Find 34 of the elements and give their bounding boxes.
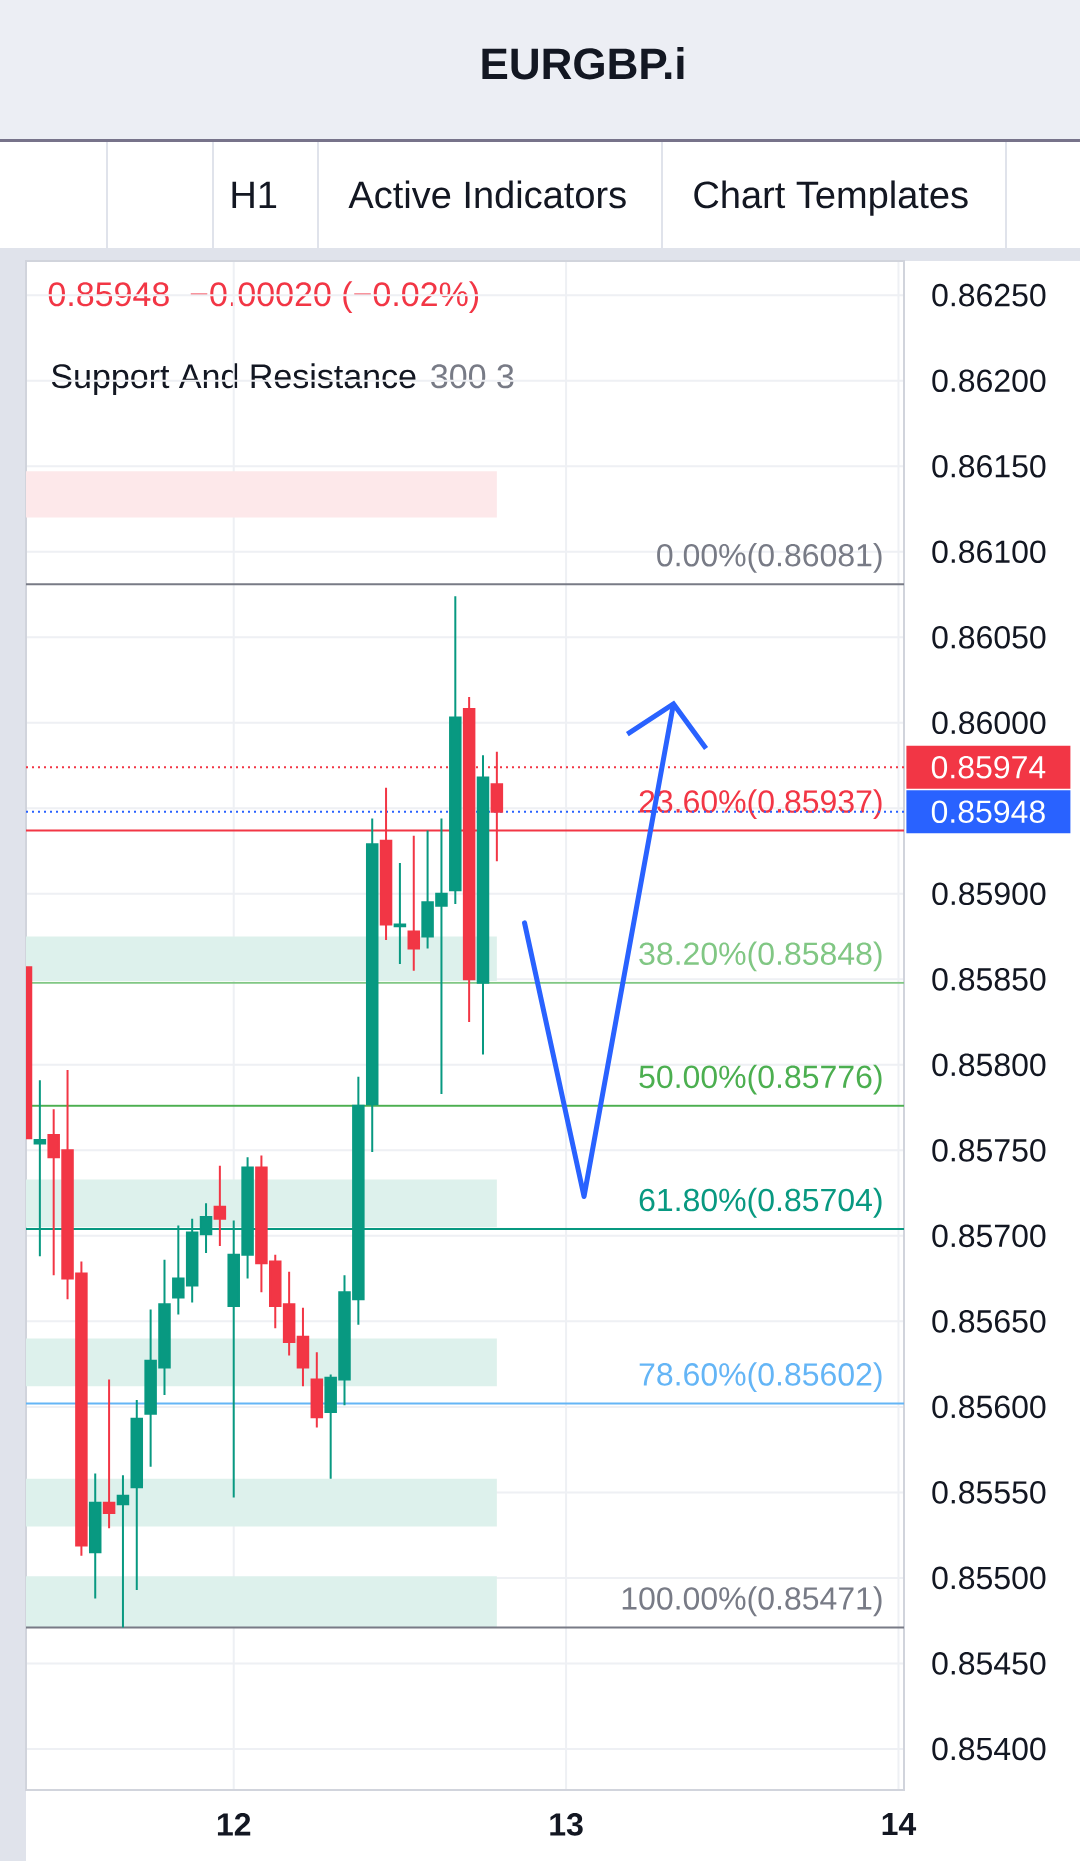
ref-line-label: 50.00%(0.85776) — [639, 1064, 882, 1095]
y-tick-label: 0.85500 — [932, 1566, 1046, 1590]
y-tick-label: 0.86200 — [932, 369, 1046, 393]
y-tick-label: 0.85700 — [932, 1224, 1046, 1248]
ref-line-label: 61.80%(0.85704) — [639, 1187, 882, 1218]
y-tick-label: 0.85850 — [932, 967, 1046, 991]
y-tick-label: 0.85900 — [932, 882, 1046, 906]
y-tick-label: 0.85550 — [932, 1481, 1046, 1504]
text: Active Indicators — [348, 180, 626, 209]
y-tick-label: 0.86100 — [932, 540, 1046, 564]
text: Chart Templates — [694, 180, 968, 216]
y-tick-label: 0.85650 — [932, 1310, 1046, 1333]
ref-line-label: 0.85974 — [931, 755, 1046, 779]
y-tick-label: 0.85800 — [932, 1053, 1046, 1077]
y-tick-label: 0.86250 — [932, 283, 1046, 307]
y-tick-label: 0.86000 — [932, 711, 1046, 735]
y-tick-label: 0.85600 — [932, 1395, 1046, 1419]
x-tick-label: 13 — [550, 1813, 583, 1836]
y-tick-label: 0.85400 — [932, 1737, 1046, 1761]
y-tick-label: 0.86050 — [932, 625, 1046, 649]
ref-line-label: 0.85948 — [931, 800, 1045, 824]
ref-line-label: 100.00%(0.85471) — [622, 1586, 882, 1617]
ref-line-label: 38.20%(0.85848) — [639, 941, 882, 972]
annotation: 300 3 — [431, 364, 514, 389]
chart-title: EURGBP.i — [482, 47, 684, 80]
annotation: 0.85948 — [48, 282, 169, 307]
y-tick-label: 0.85450 — [932, 1652, 1046, 1675]
text: H1 — [232, 181, 277, 208]
ref-line-label: 0.00%(0.86081) — [657, 543, 882, 573]
x-tick-label: 14 — [882, 1813, 917, 1836]
y-tick-label: 0.86150 — [932, 454, 1046, 478]
ref-line-label: 78.60%(0.85602) — [639, 1362, 882, 1393]
y-tick-label: 0.85750 — [932, 1139, 1046, 1162]
x-tick-label: 12 — [217, 1813, 251, 1836]
